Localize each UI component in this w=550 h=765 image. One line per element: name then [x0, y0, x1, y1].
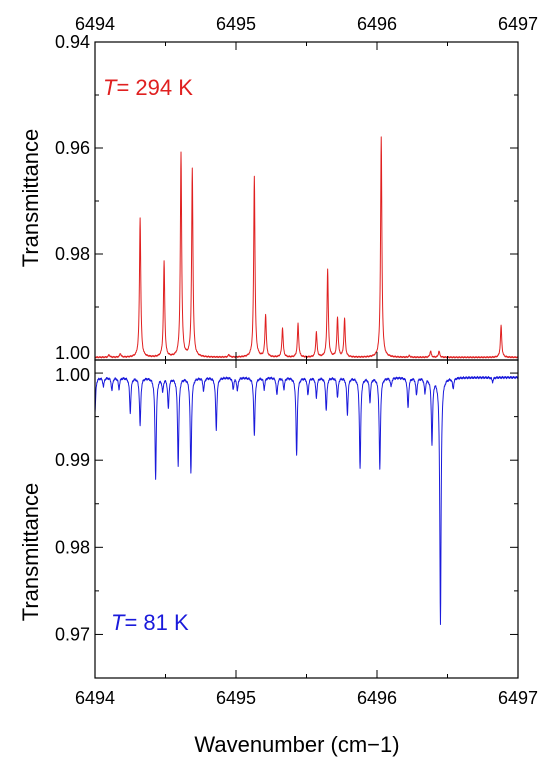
x-axis-title: Wavenumber (cm−1): [194, 732, 399, 757]
y-tick-label: 0.98: [55, 537, 90, 557]
panel-bottom: 6494 6495 6496 6497 0.97 0.98 0.99 1.00: [55, 359, 538, 708]
x-tick-label: 6497: [498, 688, 538, 708]
x-tick-label: 6496: [357, 688, 397, 708]
top-temperature-label: T= 294 K: [103, 75, 193, 100]
y-tick-label: 0.94: [55, 32, 90, 52]
spectrum-trace: [95, 375, 518, 626]
x-tick-label: 6495: [216, 688, 256, 708]
bottom-temperature-label: T= 81 K: [111, 610, 189, 635]
spectrum-trace: [95, 136, 518, 359]
y-tick-label: 1.00: [55, 343, 90, 363]
x-tick-label: 6496: [357, 14, 397, 34]
bottom-temperature-value: = 81 K: [124, 610, 189, 635]
y-tick-label: 0.99: [55, 450, 90, 470]
x-tick-label: 6495: [216, 14, 256, 34]
bottom-y-axis-title: Transmittance: [18, 483, 43, 622]
plot-layer: 6494 6495 6496 6497 0.94 0.96 0.98 1.00 6494 6495…: [55, 14, 538, 708]
y-tick-label: 0.98: [55, 244, 90, 264]
y-tick-label: 1.00: [55, 365, 90, 385]
bottom-temperature-symbol: T: [111, 610, 126, 635]
top-y-axis-title: Transmittance: [18, 129, 43, 268]
y-tick-label: 0.96: [55, 138, 90, 158]
x-tick-label: 6497: [498, 14, 538, 34]
x-tick-label: 6494: [75, 688, 115, 708]
panel-top: 6494 6495 6496 6497 0.94 0.96 0.98 1.00: [55, 14, 538, 363]
y-tick-label: 0.97: [55, 624, 90, 644]
top-temperature-symbol: T: [103, 75, 118, 100]
top-temperature-value: = 294 K: [116, 75, 193, 100]
x-tick-label: 6494: [75, 14, 115, 34]
